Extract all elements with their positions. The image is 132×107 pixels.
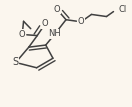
Text: NH: NH	[49, 29, 61, 38]
Text: O: O	[19, 30, 26, 39]
Text: S: S	[13, 57, 19, 68]
Text: O: O	[78, 17, 84, 26]
Text: O: O	[54, 5, 60, 14]
Text: Cl: Cl	[118, 5, 126, 14]
Text: O: O	[42, 19, 48, 28]
